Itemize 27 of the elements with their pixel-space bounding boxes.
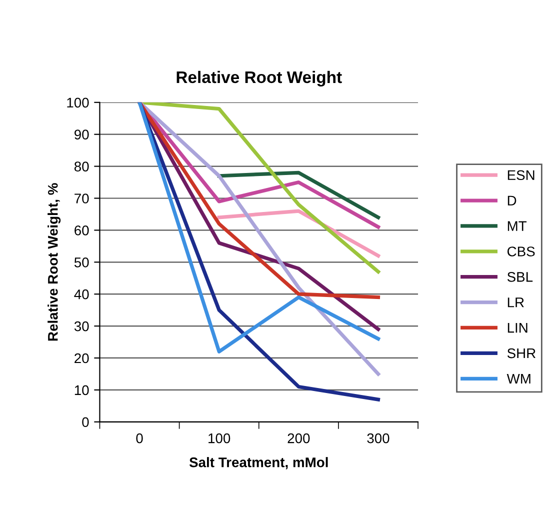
x-tick-label: 0 — [136, 433, 143, 444]
y-tick-label: 70 — [74, 194, 89, 204]
legend-label: SHR — [507, 348, 536, 358]
y-tick-label: 100 — [67, 98, 89, 108]
y-tick-label: 30 — [74, 321, 89, 332]
legend-label: MT — [508, 221, 527, 231]
y-tick-label: 10 — [74, 385, 89, 396]
y-tick-label: 40 — [74, 289, 89, 300]
y-tick-label: 90 — [74, 130, 89, 140]
legend-label: CBS — [507, 246, 535, 256]
y-tick-label: 80 — [74, 162, 89, 172]
x-tick-label: 100 — [208, 433, 230, 444]
chart-title: Relative Root Weight — [176, 70, 342, 86]
legend-label: D — [508, 196, 516, 206]
y-axis-title: Relative Root Weight, % — [48, 183, 61, 341]
x-tick-label: 300 — [367, 433, 390, 444]
legend-label: WM — [506, 374, 530, 384]
x-tick-label: 200 — [288, 433, 310, 444]
x-axis-title: Salt Treatment, mMol — [189, 457, 328, 470]
legend-label: LIN — [508, 323, 528, 333]
legend-label: ESN — [508, 170, 534, 180]
legend-label: SBL — [507, 272, 533, 282]
y-tick-label: 0 — [82, 417, 89, 428]
y-tick-label: 50 — [74, 257, 89, 268]
y-tick-label: 60 — [74, 226, 89, 236]
legend-label: LR — [508, 298, 524, 308]
y-tick-label: 20 — [74, 353, 89, 364]
